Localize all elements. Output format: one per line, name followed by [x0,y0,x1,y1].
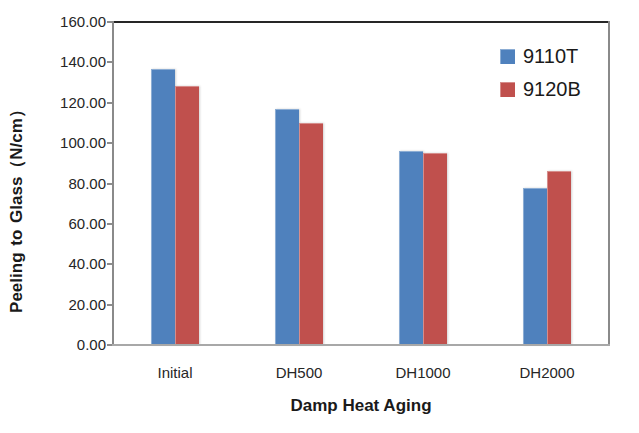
x-category-label-Initial: Initial [120,363,230,383]
y-tick-label: 80.00 [10,176,106,192]
y-tick-label: 40.00 [10,256,106,272]
y-tick-label: 160.00 [10,14,106,30]
legend-item-9120B: 9120B [500,77,581,101]
plot-area: 9110T 9120B [113,22,609,345]
legend: 9110T 9120B [500,44,581,110]
y-tick-label: 140.00 [10,54,106,70]
x-axis-title: Damp Heat Aging [113,396,609,416]
plot-border-right [608,21,610,346]
bar-chart: Peeling to Glass（N/cm） 9110T9120B Initia… [0,0,639,433]
bar-9120B-DH2000 [547,171,571,345]
legend-label-9120B: 9120B [523,77,581,101]
bar-9120B-Initial [175,86,199,345]
x-category-label-DH500: DH500 [244,363,354,383]
x-category-label-DH2000: DH2000 [492,363,602,383]
bar-9110T-DH2000 [523,188,547,345]
legend-label-9110T: 9110T [523,44,578,68]
bar-9110T-DH500 [275,109,299,345]
x-category-label-DH1000: DH1000 [368,363,478,383]
plot-border-top [112,21,610,23]
y-axis-line [112,21,114,346]
bar-9120B-DH500 [299,123,323,345]
y-tick-label: 0.00 [10,337,106,353]
bar-9110T-DH1000 [399,151,423,345]
y-tick-label: 100.00 [10,135,106,151]
x-axis-line [112,344,610,346]
y-tick-label: 60.00 [10,216,106,232]
y-tick-label: 20.00 [10,297,106,313]
bar-9120B-DH1000 [423,153,447,345]
legend-swatch-9110T [500,49,515,64]
legend-item-9110T: 9110T [500,44,581,68]
bar-9110T-Initial [151,69,175,345]
y-tick-label: 120.00 [10,95,106,111]
legend-swatch-9120B [500,82,515,97]
